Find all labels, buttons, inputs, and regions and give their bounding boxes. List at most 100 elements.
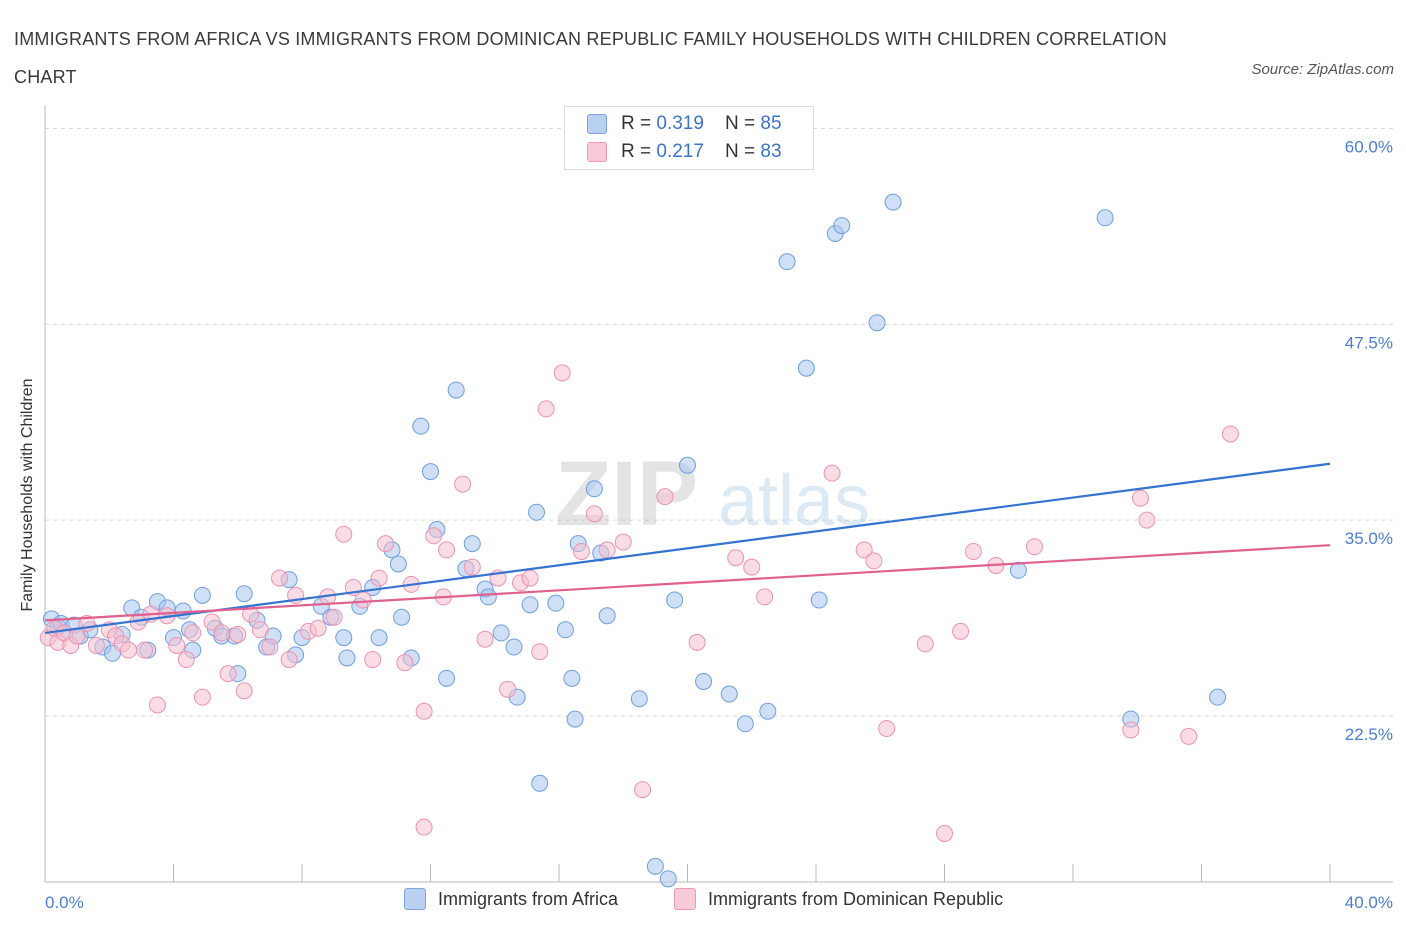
africa-point xyxy=(566,710,584,728)
dominican-point xyxy=(425,527,443,545)
axes xyxy=(44,105,1393,883)
africa-point xyxy=(810,591,828,609)
dominican-point xyxy=(1221,425,1239,443)
x-tick-label-1: 40.0% xyxy=(1345,893,1393,912)
dominican-point xyxy=(1138,511,1156,529)
dominican-point xyxy=(203,613,221,631)
dominican-point xyxy=(280,651,298,669)
dominican-point xyxy=(743,558,761,576)
africa-point xyxy=(412,417,430,435)
y-tick-label: 35.0% xyxy=(1345,529,1393,548)
legend-n-label: N = xyxy=(725,141,761,162)
legend-n-value: 85 xyxy=(760,113,782,134)
dominican-point xyxy=(1131,489,1149,507)
africa-point xyxy=(778,253,796,271)
dominican-point xyxy=(377,535,395,553)
africa-point xyxy=(528,503,546,521)
africa-point xyxy=(563,669,581,687)
africa-point xyxy=(422,463,439,481)
dominican-point xyxy=(952,622,970,640)
dominican-point xyxy=(656,488,674,506)
dominican-point xyxy=(213,624,231,642)
africa-point xyxy=(695,672,713,690)
dominican-point xyxy=(916,635,934,653)
dominican-point xyxy=(499,680,517,698)
africa-point xyxy=(492,624,510,642)
dominican-point xyxy=(309,619,327,637)
dominican-point xyxy=(235,682,253,700)
legend-swatch-dominican xyxy=(587,142,607,162)
source-label: Source: ZipAtlas.com xyxy=(1251,61,1394,78)
stats-legend: R = 0.319 N = 85 R = 0.217 N = 83 xyxy=(564,106,814,170)
legend-row-dominican: R = 0.217 N = 83 xyxy=(587,141,782,163)
africa-point xyxy=(736,715,754,733)
legend-row-africa: R = 0.319 N = 85 xyxy=(587,113,782,135)
dominican-point xyxy=(168,636,186,654)
legend-swatch-dominican xyxy=(674,888,696,911)
africa-point xyxy=(547,594,565,612)
dominican-point xyxy=(585,505,603,523)
dominican-point xyxy=(251,621,269,639)
africa-point xyxy=(463,535,481,553)
y-tick-label: 47.5% xyxy=(1345,333,1393,352)
series-dominican-points xyxy=(39,364,1239,842)
africa-point xyxy=(833,217,851,235)
africa-point xyxy=(1009,561,1027,579)
dominican-point xyxy=(463,558,481,576)
trend-lines xyxy=(44,462,1331,635)
dominican-point xyxy=(184,624,202,642)
legend-item-dominican[interactable]: Immigrants from Dominican Republic xyxy=(674,888,1004,911)
africa-point xyxy=(521,596,539,614)
dominican-point xyxy=(136,641,154,659)
dominican-point xyxy=(964,542,982,560)
dominican-point xyxy=(865,552,883,570)
africa-point xyxy=(393,608,411,626)
africa-point xyxy=(1209,688,1227,706)
watermark-atlas: atlas xyxy=(718,461,870,541)
dominican-point xyxy=(370,569,388,587)
dominican-point xyxy=(598,541,616,559)
dominican-point xyxy=(572,542,590,560)
africa-point xyxy=(338,649,356,667)
africa-point xyxy=(479,588,497,606)
africa-point xyxy=(447,381,465,399)
dominican-point xyxy=(688,633,706,651)
legend-label-dominican: Immigrants from Dominican Republic xyxy=(708,888,1004,909)
africa-point xyxy=(370,629,388,647)
dominican-point xyxy=(261,638,279,656)
dominican-point xyxy=(855,541,873,559)
legend-item-africa[interactable]: Immigrants from Africa xyxy=(404,888,618,911)
legend-swatch-africa xyxy=(587,114,607,134)
africa-point xyxy=(1096,209,1114,227)
y-tick-label: 60.0% xyxy=(1345,137,1393,156)
y-tick-label: 22.5% xyxy=(1345,725,1393,744)
africa-point xyxy=(193,586,211,604)
dominican-point xyxy=(364,651,382,669)
africa-point xyxy=(797,359,815,377)
y-tick-labels: 22.5% 35.0% 47.5% 60.0% xyxy=(1345,137,1393,743)
dominican-point xyxy=(193,688,211,706)
dominican-point xyxy=(354,591,372,609)
dominican-point xyxy=(1180,727,1198,745)
trend-line-africa xyxy=(44,462,1331,635)
dominican-point xyxy=(1025,538,1043,556)
legend-r-label: R = xyxy=(621,141,657,162)
dominican-point xyxy=(148,696,166,714)
dominican-point xyxy=(537,400,555,418)
dominican-point xyxy=(87,636,105,654)
watermark-zip: ZIP xyxy=(555,443,698,545)
dominican-point xyxy=(325,608,343,626)
dominican-point xyxy=(521,569,539,587)
legend-r-label: R = xyxy=(621,113,657,134)
gridlines xyxy=(45,127,1393,717)
legend-swatch-africa xyxy=(404,888,426,911)
africa-point xyxy=(438,669,456,687)
dominican-point xyxy=(634,781,652,799)
africa-point xyxy=(868,314,886,332)
dominican-point xyxy=(335,525,353,543)
africa-point xyxy=(389,555,407,573)
dominican-point xyxy=(553,364,571,382)
dominican-point xyxy=(823,464,841,482)
dominican-point xyxy=(415,818,433,836)
